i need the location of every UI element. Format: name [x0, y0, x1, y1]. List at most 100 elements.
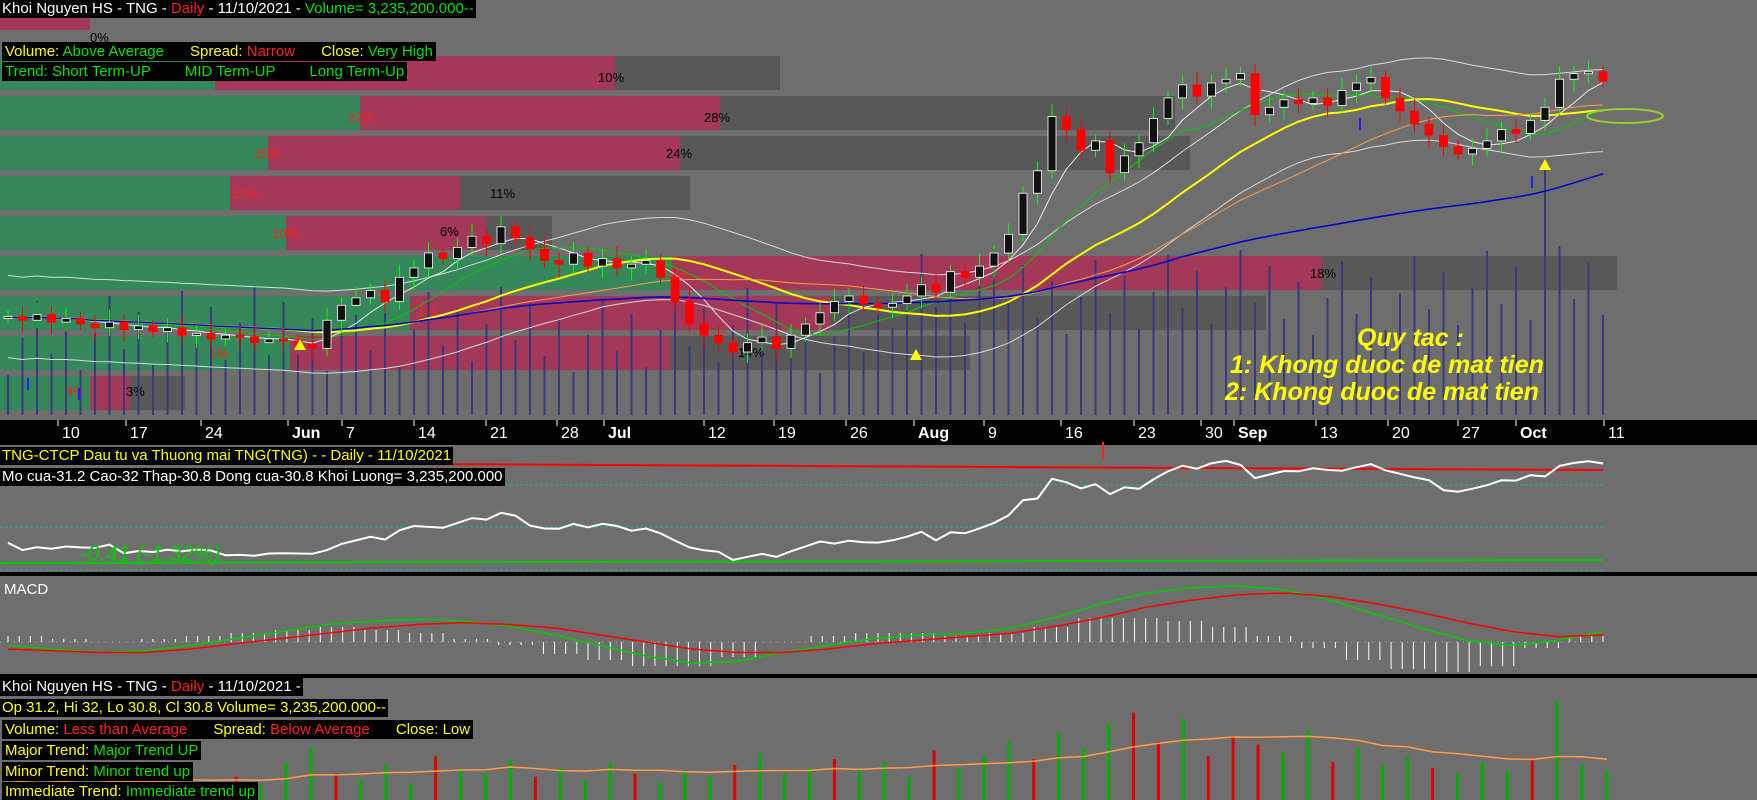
x-tick-label-10: 19: [778, 425, 796, 442]
profile-percent-label-1: 10%: [598, 70, 624, 85]
profile-bar-14: [286, 216, 486, 250]
candle-body-65: [946, 271, 955, 293]
candle-body-8: [119, 321, 129, 331]
volume-average-line: [11, 735, 1608, 784]
signal-triangle-2: [1539, 159, 1551, 170]
candle-body-77: [1120, 155, 1129, 174]
profile-bar-11: [230, 176, 460, 210]
upper-band-line: [7, 57, 1604, 292]
info-close-value: Very High: [367, 43, 433, 60]
x-tick-label-8: Jul: [608, 425, 631, 442]
x-tick-label-4: 7: [346, 425, 355, 442]
candle-body-32: [467, 235, 477, 248]
candle-body-86: [1250, 73, 1260, 116]
info-long-term: Long Term-Up: [309, 63, 405, 80]
x-tick-label-7: 28: [561, 425, 579, 442]
candle-body-59: [859, 295, 868, 304]
candle-body-29: [424, 252, 433, 269]
volume-ohlc: Op 31.2, Hi 32, Lo 30.8, Cl 30.8 Volume=…: [2, 699, 387, 716]
candle-body-74: [1076, 129, 1086, 151]
rule-2: 2: Khong duoc de mat tien: [1224, 378, 1539, 406]
info-spread-value: Narrow: [246, 43, 296, 60]
candle-body-1: [18, 316, 27, 321]
volume-header: Khoi Nguyen HS - TNG - Daily - 11/10/202…: [0, 678, 303, 696]
indicator-ohlc-row: Mo cua-31.2 Cao-32 Thap-30.8 Dong cua-30…: [0, 468, 505, 486]
candle-body-26: [380, 289, 390, 302]
candle-body-42: [612, 258, 622, 269]
candle-body-76: [1105, 140, 1115, 174]
volume-header-period: Daily: [170, 678, 205, 695]
candle-body-99: [1439, 134, 1448, 147]
candle-body-66: [960, 271, 970, 278]
info-volume-value: Above Average: [62, 43, 165, 60]
info-close-label: Close:: [321, 43, 364, 60]
candle-body-84: [1221, 78, 1231, 84]
x-tick-label-12: Aug: [918, 425, 949, 442]
candle-body-72: [1047, 116, 1057, 172]
profile-bar-0: [0, 16, 90, 30]
candle-body-17: [250, 336, 259, 344]
candle-body-103: [1497, 129, 1506, 142]
signal-arrows: [27, 80, 1551, 450]
profile-percent-label-15: 4%: [66, 384, 85, 399]
candle-body-79: [1149, 118, 1158, 144]
profile-percent-label-2: 22%: [348, 110, 374, 125]
candle-body-13: [192, 332, 201, 336]
info-trend-label: Trend:: [5, 63, 48, 80]
candle-body-80: [1163, 97, 1173, 119]
candle-body-34: [496, 226, 506, 245]
candle-body-14: [206, 332, 216, 340]
vp-immediate-label: Immediate Trend:: [5, 783, 122, 800]
profile-percent-label-16: 3%: [126, 384, 145, 399]
candle-body-2: [32, 314, 42, 321]
candle-body-21: [308, 344, 317, 349]
candle-body-50: [728, 342, 738, 353]
candle-body-97: [1410, 110, 1419, 125]
candle-body-56: [815, 312, 825, 325]
profile-bar-13: [0, 216, 286, 250]
x-tick-label-15: 23: [1138, 425, 1156, 442]
candle-body-48: [699, 323, 709, 336]
candlesticks: [3, 60, 1608, 364]
candle-body-24: [351, 297, 361, 306]
candle-body-30: [438, 252, 448, 260]
candle-body-15: [221, 334, 230, 340]
info-short-term: Short Term-UP: [51, 63, 151, 80]
candle-body-19: [279, 338, 288, 342]
candle-body-75: [1091, 140, 1100, 151]
volume-panel-bars: [10, 700, 1609, 800]
candle-body-81: [1178, 84, 1187, 99]
profile-bar-23: [290, 336, 670, 370]
candle-body-16: [235, 334, 245, 338]
rule-1: 1: Khong duoc de mat tien: [1230, 351, 1544, 379]
candle-body-25: [366, 289, 375, 299]
vp-major-value: Major Trend UP: [93, 742, 199, 759]
vp-volume-value: Less than Average: [63, 721, 188, 738]
x-tick-label-22: 11: [1608, 425, 1625, 442]
vp-minor-label: Minor Trend:: [5, 763, 90, 780]
vp-spread-value: Below Average: [270, 721, 370, 738]
signal-triangle-0: [294, 339, 306, 350]
profile-percent-label-3: 28%: [704, 110, 730, 125]
profile-bar-10: [0, 176, 230, 210]
candle-body-12: [177, 327, 187, 336]
candle-body-55: [801, 323, 810, 336]
main-info-box-1: Volume: Above Average Spread: Narrow Close…: [2, 42, 436, 61]
x-tick-label-11: 26: [850, 425, 868, 442]
candle-body-11: [163, 327, 172, 332]
candle-body-6: [90, 323, 100, 329]
x-tick-label-0: 10: [62, 425, 80, 442]
candle-body-83: [1207, 82, 1216, 97]
rules-text: Quy tac : 1: Khong duoc de mat tien 2: K…: [1224, 324, 1544, 406]
x-tick-label-16: 30: [1205, 425, 1223, 442]
candle-body-95: [1381, 76, 1390, 99]
volume-header-title: Khoi Nguyen HS - TNG -: [2, 678, 171, 695]
x-tick-label-18: 13: [1320, 425, 1338, 442]
candle-body-78: [1134, 142, 1144, 157]
volume-info-row-2: Major Trend: Major Trend UP: [2, 741, 202, 760]
x-tick-label-1: 17: [130, 425, 148, 442]
candle-body-67: [975, 265, 984, 278]
candle-body-22: [322, 319, 332, 349]
